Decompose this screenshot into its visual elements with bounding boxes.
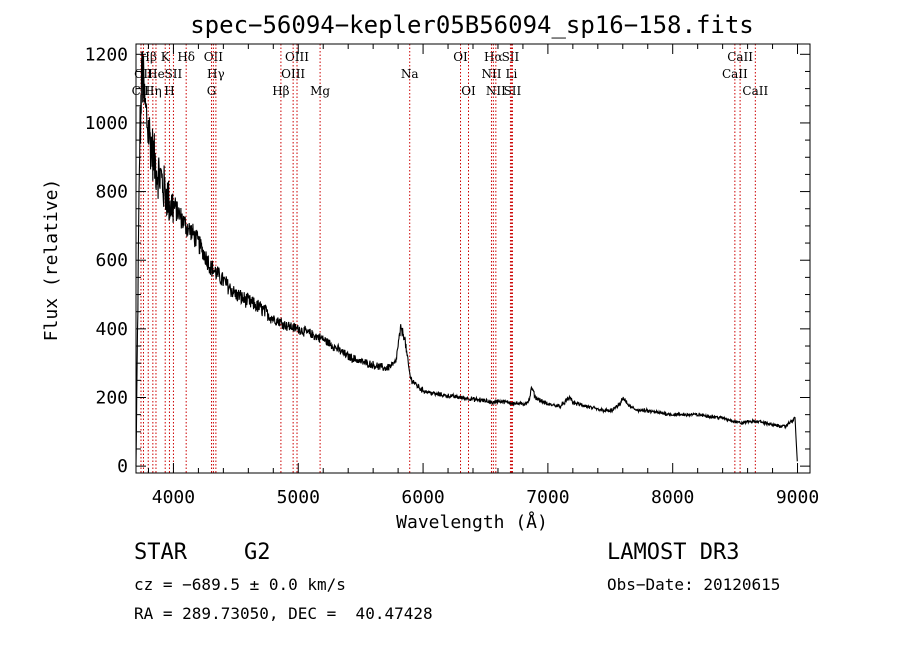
x-tick-label: 7000 (526, 487, 569, 508)
x-tick-label: 4000 (152, 487, 195, 508)
line-marker-label: Li (506, 67, 518, 81)
line-marker-label: CaII (742, 84, 768, 98)
line-marker-label: Na (401, 67, 419, 81)
x-tick-label: 5000 (277, 487, 320, 508)
x-axis-label: Wavelength (Å) (396, 511, 548, 533)
coordinates-readout: RA = 289.73050, DEC = 40.47428 (134, 604, 433, 623)
line-marker-label: G (207, 84, 217, 98)
line-marker-label: OII (204, 50, 224, 64)
y-axis-label: Flux (relative) (41, 179, 62, 342)
line-marker-label: Hγ (207, 67, 225, 81)
y-tick-label: 0 (117, 456, 128, 477)
line-marker-label: OIII (285, 50, 309, 64)
plot-frame (135, 43, 811, 474)
velocity-readout: cz = −689.5 ± 0.0 km/s (134, 575, 346, 594)
line-marker-label: OI (461, 84, 476, 98)
line-marker-label: K (161, 50, 171, 64)
line-marker-label: SII (502, 50, 520, 64)
line-marker-label: OI (453, 50, 468, 64)
y-tick-label: 200 (95, 387, 128, 408)
y-tick-label: 600 (95, 250, 128, 271)
line-marker-label: Hη (144, 84, 162, 98)
y-tick-label: 400 (95, 319, 128, 340)
x-axis: 4000 5000 6000 7000 8000 9000 (147, 44, 819, 508)
line-marker-label: He (147, 67, 165, 81)
y-tick-label: 800 (95, 182, 128, 203)
chart-title: spec−56094−kepler05B56094_sp16−158.fits (190, 11, 754, 39)
survey-name: LAMOST DR3 (607, 540, 740, 565)
line-marker-label: NII (486, 84, 506, 98)
y-tick-label: 1000 (85, 113, 128, 134)
line-marker-label: OIII (281, 67, 305, 81)
y-tick-label: 1200 (85, 44, 128, 65)
y-axis: 0 200 400 600 800 1000 1200 (85, 44, 810, 477)
line-marker-label: Hα (484, 50, 503, 64)
line-marker-label: Hβ (272, 84, 289, 98)
x-tick-label: 8000 (651, 487, 694, 508)
object-class: STAR (134, 540, 187, 565)
line-marker-label: Mg (310, 84, 330, 98)
x-tick-label: 9000 (776, 487, 819, 508)
line-marker-label: Hδ (177, 50, 195, 64)
line-marker-label: H (164, 84, 174, 98)
observation-date: Obs−Date: 20120615 (607, 575, 781, 594)
spectrum-line (135, 51, 798, 467)
subclass: G2 (244, 540, 271, 565)
x-tick-label: 6000 (401, 487, 444, 508)
line-marker-label: SII (165, 67, 183, 81)
line-marker-label: CaII (722, 67, 748, 81)
line-marker-label: SII (504, 84, 522, 98)
line-marker-label: NII (481, 67, 501, 81)
line-marker-label: CaII (727, 50, 753, 64)
